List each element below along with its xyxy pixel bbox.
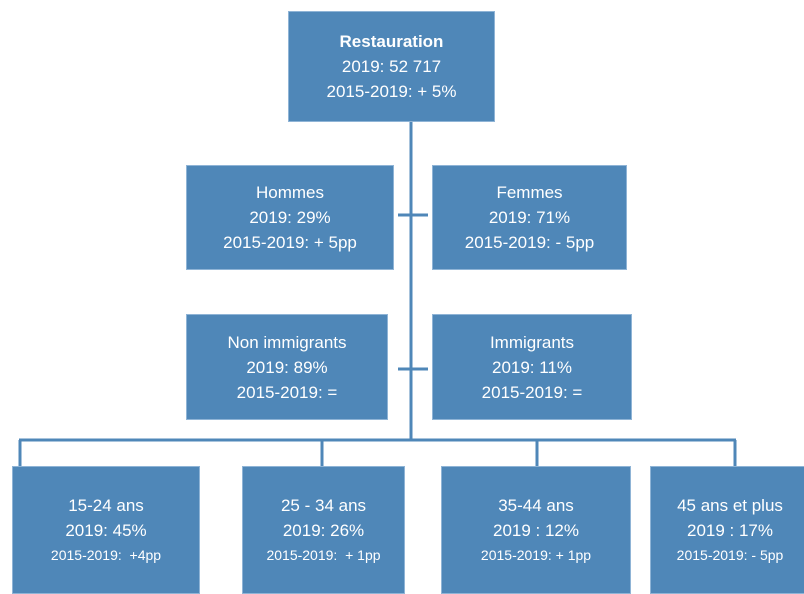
node-text: 2015-2019: + 5pp (223, 233, 357, 252)
node-box: 35-44 ans 2019 : 12% 2015-2019: + 1pp (441, 466, 631, 594)
node-text: 2015-2019: + 5% (326, 82, 457, 101)
node-text: 2015-2019: +4pp (50, 546, 162, 563)
node-text: 2019: 29% (249, 208, 331, 227)
node-text: 2019: 45% (65, 520, 147, 540)
node-text: 2019: 89% (246, 357, 328, 377)
node-text: 2015-2019: = (236, 382, 338, 402)
node-text: 2015-2019: + 1pp (266, 546, 381, 563)
node-text: Hommes (255, 183, 324, 202)
node-text: 25 - 34 ans (280, 495, 367, 515)
node-text: Non immigrants (227, 332, 347, 352)
node-text: 2019 : 12% (492, 520, 579, 540)
node-text: 2019: 71% (488, 208, 571, 227)
node-text: 2015-2019: - 5pp (676, 546, 784, 563)
node-box: 15-24 ans 2019: 45% 2015-2019: +4pp (12, 466, 200, 594)
node-text: 35-44 ans (498, 495, 574, 515)
node-box: Hommes 2019: 29% 2015-2019: + 5pp (186, 165, 394, 270)
node-box: 45 ans et plus 2019 : 17% 2015-2019: - 5pp (650, 466, 804, 594)
node-text: Immigrants (489, 332, 575, 352)
node-text: 2019 : 17% (686, 520, 773, 540)
node-text: 2015-2019: - 5pp (464, 233, 595, 252)
node-text: 45 ans et plus (677, 495, 783, 515)
node-text: Restauration (339, 32, 444, 51)
node-text: 15-24 ans (68, 495, 144, 515)
node-box: 25 - 34 ans 2019: 26% 2015-2019: + 1pp (242, 466, 405, 594)
node-text: 2015-2019: = (481, 382, 583, 402)
node-box: Femmes 2019: 71% 2015-2019: - 5pp (432, 165, 627, 270)
node-box: Immigrants 2019: 11% 2015-2019: = (432, 314, 632, 420)
node-text: 2015-2019: + 1pp (480, 546, 592, 563)
node-box: Restauration 2019: 52 717 2015-2019: + 5% (288, 11, 495, 122)
node-box: Non immigrants 2019: 89% 2015-2019: = (186, 314, 388, 420)
node-text: 2019: 26% (282, 520, 365, 540)
node-text: 2019: 52 717 (341, 57, 442, 76)
node-text: 2019: 11% (491, 357, 573, 377)
node-text: Femmes (496, 183, 563, 202)
